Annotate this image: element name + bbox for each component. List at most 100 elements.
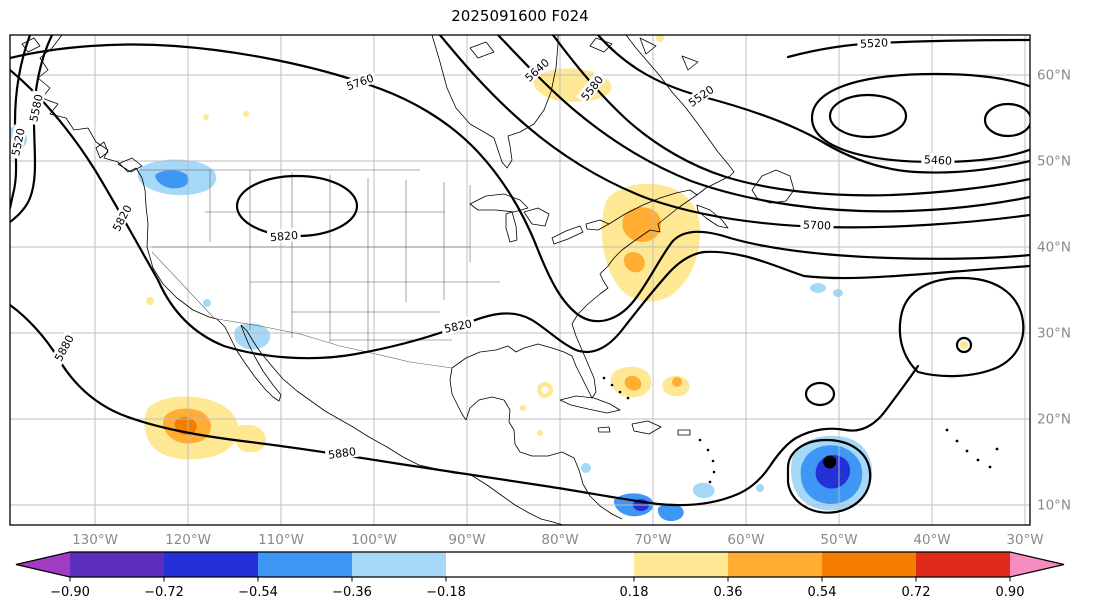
storm-marker — [823, 455, 837, 469]
positive-anomaly-fill — [203, 114, 209, 120]
positive-anomaly-fill — [537, 430, 543, 436]
contour-label-mask — [50, 330, 78, 366]
negative-anomaly-core — [155, 170, 190, 189]
lon-tick-label: 60°W — [727, 532, 764, 548]
contour-5520 — [596, 35, 1030, 174]
contour-5520 — [786, 38, 1030, 59]
colorbar-tick-label: 0.54 — [808, 585, 837, 600]
colorbar-segment — [916, 552, 1010, 577]
colorbar-segment — [70, 552, 164, 577]
contour-label-text: 5880 — [52, 333, 77, 364]
contour-5700 — [438, 35, 1030, 229]
state-borders — [140, 169, 500, 369]
contour-label-text: 5580 — [27, 93, 46, 123]
lon-tick-label: 40°W — [913, 532, 950, 548]
gulf-mexico-coastline — [449, 367, 467, 421]
colorbar-tick-label: −0.36 — [332, 585, 372, 600]
lon-tick-label: 90°W — [448, 532, 485, 548]
lat-tick-label: 60°N — [1037, 68, 1071, 84]
positive-anomaly-fill — [146, 297, 154, 305]
lat-tick-label: 20°N — [1037, 412, 1071, 428]
contour-label-mask — [324, 443, 360, 462]
contour-label-text: 5880 — [327, 445, 357, 462]
contour-label-text: 5460 — [924, 153, 953, 167]
positive-anomaly-fill — [656, 35, 664, 42]
colorbar-segment — [164, 552, 258, 577]
contour-5460-outer — [810, 72, 1030, 164]
colorbar-extend-high — [1010, 552, 1064, 577]
contour-label-text: 5820 — [270, 229, 299, 244]
negative-anomaly-fill — [581, 463, 591, 473]
colorbar-tick-label: 0.18 — [620, 585, 649, 600]
contour-label-text: 5520 — [860, 36, 889, 50]
positive-anomaly-fill — [235, 424, 267, 453]
lon-tick-label: 30°W — [1006, 532, 1043, 548]
contour-label: 5700 — [800, 217, 834, 232]
negative-anomaly-fill — [234, 323, 271, 350]
st-lawrence-river — [608, 189, 698, 225]
contour-small-closed — [804, 381, 836, 407]
positive-anomaly-core — [623, 252, 645, 273]
contour-label: 5880 — [50, 330, 78, 366]
colorbar-tick-label: 0.90 — [996, 585, 1025, 600]
contour-label: 5820 — [266, 227, 302, 244]
great-lakes — [469, 193, 610, 245]
colorbar-segment — [634, 552, 728, 577]
contour-label-mask — [857, 35, 891, 50]
labrador-coastline — [625, 35, 735, 177]
colorbar-tick-label: −0.72 — [144, 585, 184, 600]
contour-label-mask — [10, 124, 28, 160]
contour-label: 5580 — [25, 90, 46, 126]
contour-5640 — [496, 35, 1030, 213]
contour-label-mask — [440, 315, 476, 336]
contour-5880-tc-loop — [786, 438, 872, 514]
contour-label-text: 5820 — [443, 317, 473, 336]
island-dots — [602, 376, 999, 484]
contour-label: 5520 — [683, 80, 719, 111]
lon-tick-label: 80°W — [541, 532, 578, 548]
contour-label: 5820 — [440, 315, 476, 336]
state-border-lattice — [151, 170, 500, 352]
colorbar-tick-label: 0.72 — [902, 585, 931, 600]
axis-tick-labels: 130°W 120°W 110°W 100°W 90°W 80°W 70°W 60°W 50°W… — [72, 68, 1071, 549]
lon-tick-label: 110°W — [258, 532, 304, 548]
contour-label-text: 5700 — [803, 219, 831, 233]
lon-tick-label: 130°W — [72, 532, 118, 548]
contour-label-mask — [108, 200, 136, 236]
negative-anomaly-fill — [203, 299, 211, 307]
negative-anomaly-fill — [692, 482, 715, 499]
pacific-coastline — [37, 35, 564, 525]
contour-label: 5820 — [108, 200, 136, 236]
contour-5820 — [10, 68, 1030, 360]
contour-label-mask — [683, 80, 719, 111]
contour-5460-inner — [828, 93, 908, 139]
colorbar-segment — [258, 552, 352, 577]
colorbar-tick-label: 0.36 — [714, 585, 743, 600]
mexico-border — [216, 318, 453, 369]
contour-5880-atlantic-loop — [898, 276, 1025, 378]
contour-label-text: 5820 — [110, 203, 135, 234]
negative-anomaly-fill — [810, 283, 826, 293]
negative-anomaly-core — [657, 503, 684, 521]
positive-anomaly-fill — [243, 111, 249, 117]
positive-anomaly-core — [622, 207, 662, 242]
contour-label-mask — [921, 152, 955, 167]
colorbar-tick-label: −0.18 — [426, 585, 466, 600]
hudson-bay-coastline — [431, 35, 559, 169]
contour-label-mask — [342, 69, 378, 94]
positive-anomaly-fill — [960, 341, 968, 349]
negative-anomaly-fill — [756, 484, 764, 492]
contour-5580 — [551, 35, 1030, 197]
newfoundland-coastline — [751, 169, 795, 204]
contour-label: 5880 — [324, 443, 360, 462]
contour-label-mask — [266, 227, 302, 244]
contour-label: 5460 — [921, 152, 955, 168]
contour-label-mask — [576, 70, 607, 105]
colorbar-extend-low — [16, 552, 70, 577]
contour-small-closed — [955, 336, 973, 354]
colorbar: −0.90 −0.72 −0.54 −0.36 −0.18 0.18 0.36 0.54 0.7… — [15, 551, 1065, 600]
graticule — [10, 35, 1030, 525]
caribbean-islands — [559, 395, 691, 436]
lon-tick-label: 120°W — [165, 532, 211, 548]
